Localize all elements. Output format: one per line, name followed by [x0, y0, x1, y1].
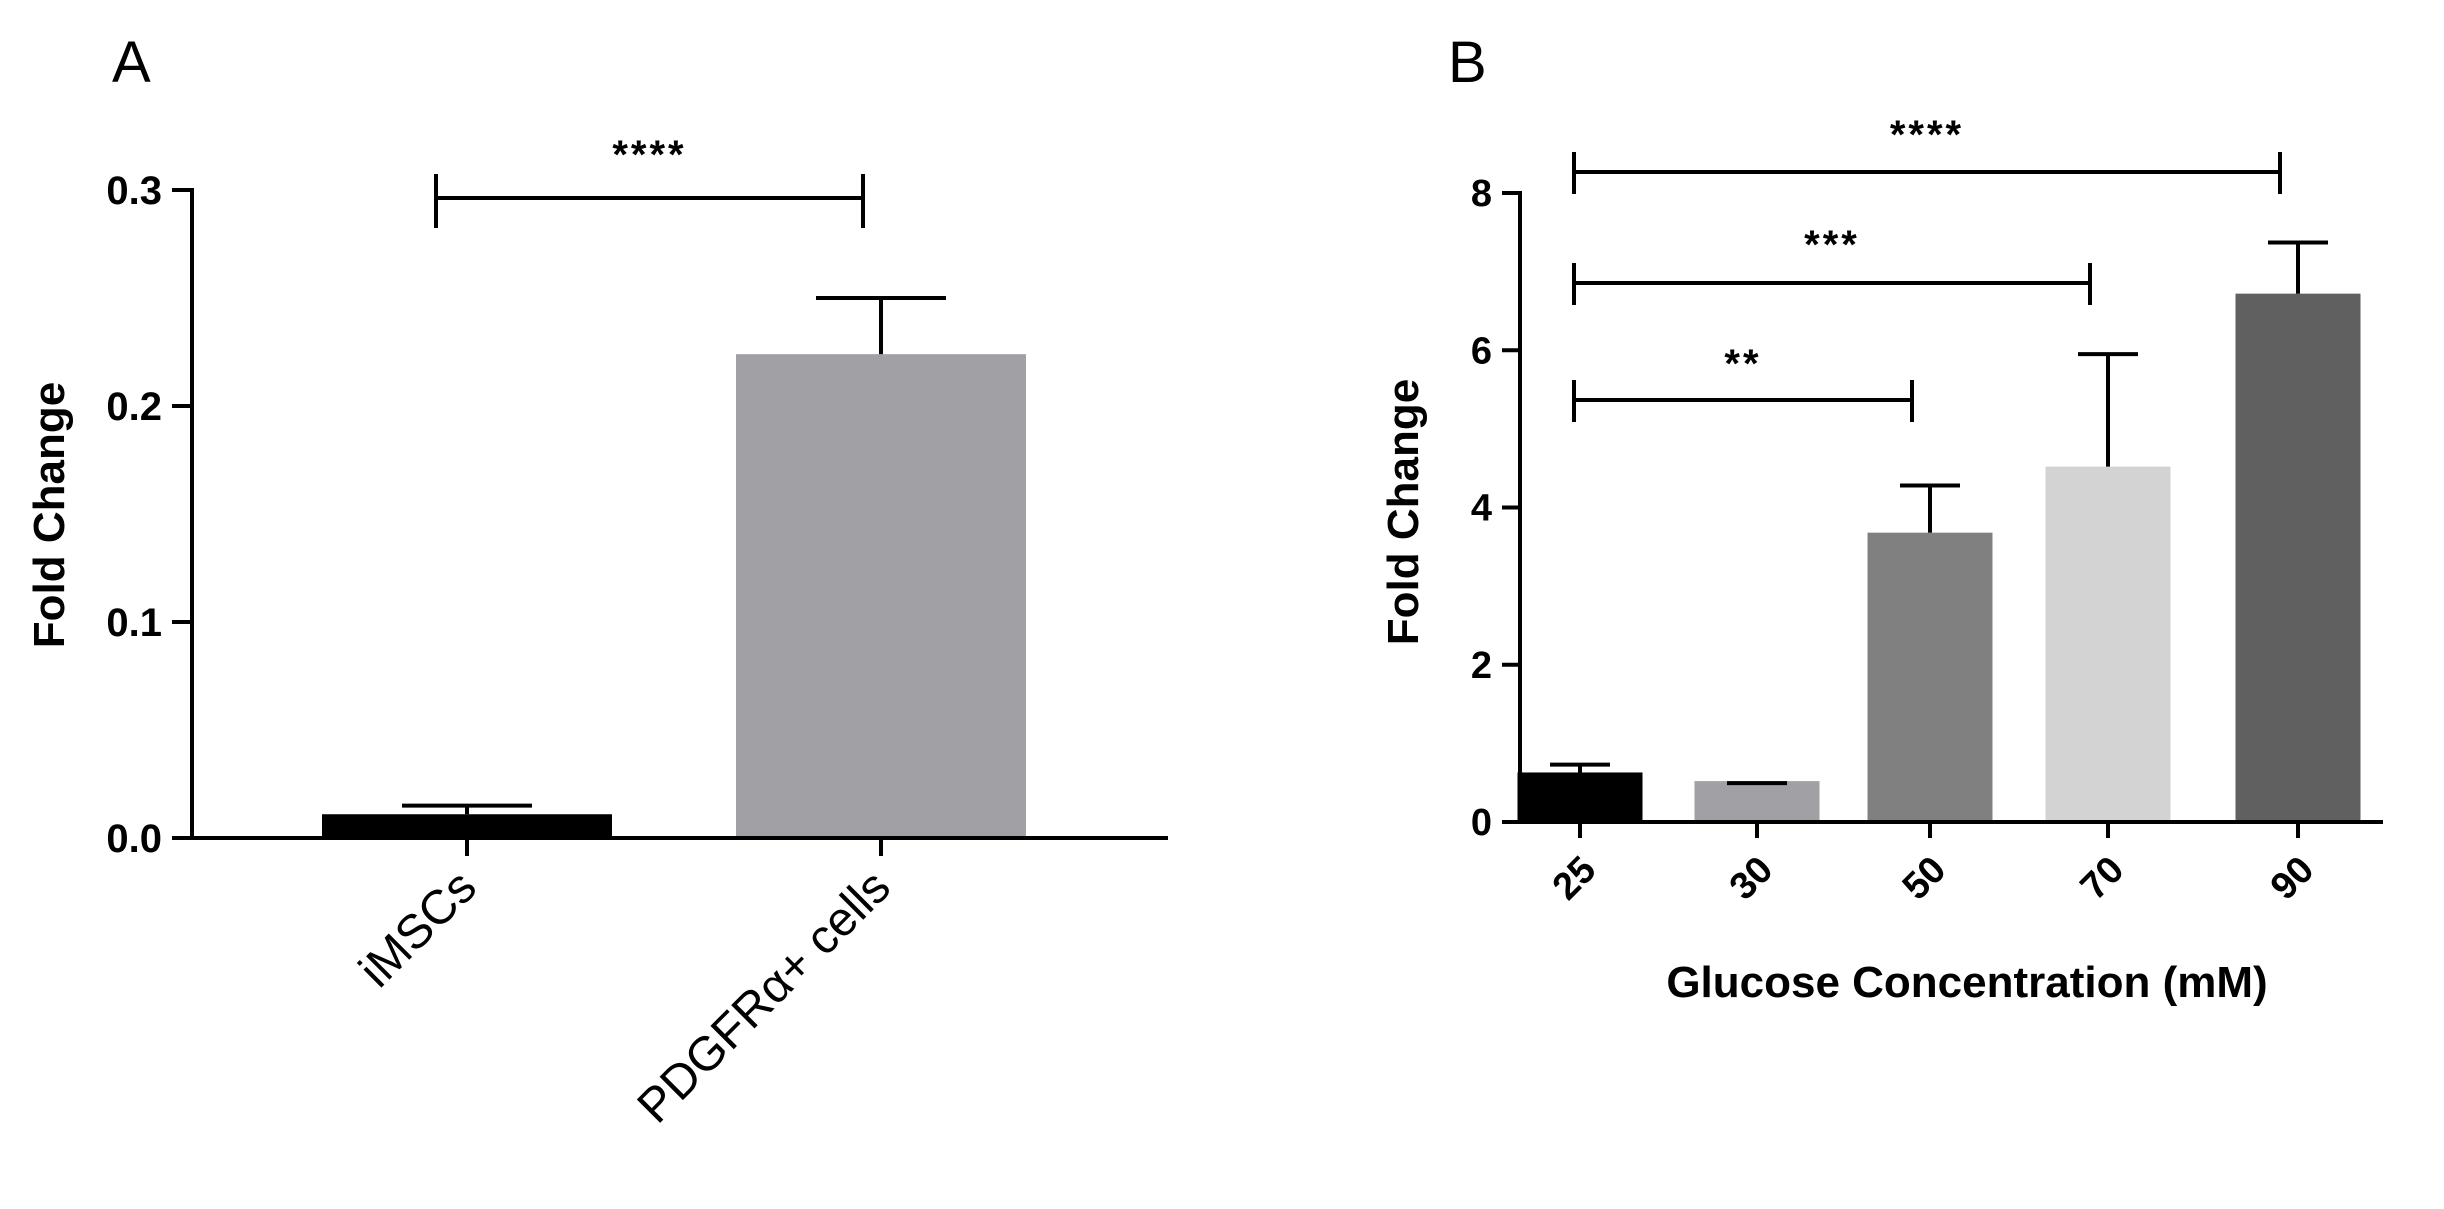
x-tick-label: 50 — [1895, 849, 1955, 909]
y-tick-label: 2 — [1471, 645, 1492, 687]
panel-a-label: A — [112, 30, 151, 95]
y-tick-label: 0.1 — [106, 601, 162, 645]
panel-a: A Fold Change 0.0 0.1 0.2 0.3 iMSCs PDGFRα+ c… — [25, 30, 1168, 1133]
significance-label: *** — [1804, 223, 1860, 267]
x-tick-label: 30 — [1722, 849, 1782, 909]
bar-1 — [736, 354, 1026, 838]
bar-1 — [1694, 781, 1820, 822]
x-tick-label: PDGFRα+ cells — [628, 860, 901, 1133]
bar-4 — [2235, 293, 2361, 822]
y-tick-label: 8 — [1471, 173, 1492, 215]
y-tick-label: 0.3 — [106, 169, 162, 213]
y-tick-label: 0.2 — [106, 385, 162, 429]
bar-2 — [1867, 532, 1993, 822]
panel-b: B Fold Change Glucose Concentration (mM)… — [1379, 30, 2383, 1007]
panel-b-x-axis-label: Glucose Concentration (mM) — [1666, 958, 2267, 1007]
significance-label: **** — [1890, 113, 1964, 157]
panel-b-y-axis-label: Fold Change — [1379, 379, 1428, 645]
y-tick-label: 4 — [1471, 488, 1492, 530]
y-tick-label: 0.0 — [106, 817, 162, 861]
panel-b-label: B — [1448, 30, 1487, 95]
y-tick-label: 0 — [1471, 802, 1492, 844]
x-tick-label: 70 — [2073, 849, 2133, 909]
x-tick-label: iMSCs — [349, 860, 486, 997]
y-tick-label: 6 — [1471, 330, 1492, 372]
significance-label: **** — [612, 133, 686, 177]
x-tick-label: 25 — [1545, 849, 1605, 909]
bar-3 — [2045, 466, 2171, 822]
x-tick-label: 90 — [2263, 849, 2323, 909]
panel-a-y-axis-label: Fold Change — [25, 382, 74, 648]
significance-label: ** — [1724, 342, 1761, 386]
bar-0 — [322, 814, 612, 838]
bar-0 — [1517, 772, 1643, 822]
